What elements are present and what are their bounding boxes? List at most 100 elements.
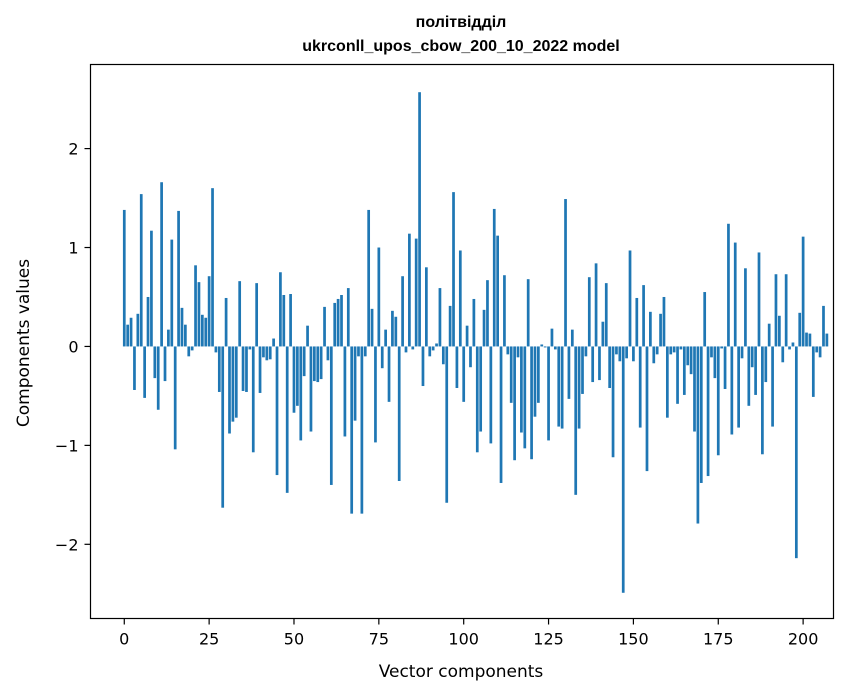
bar: [363, 346, 367, 357]
bar: [387, 346, 391, 402]
bar: [391, 310, 394, 347]
bar: [421, 346, 425, 387]
bar: [319, 346, 323, 380]
bar: [652, 346, 656, 364]
bar: [458, 250, 462, 347]
bar: [357, 346, 360, 357]
bar: [323, 306, 326, 347]
bar: [499, 346, 503, 483]
bar: [370, 308, 374, 347]
bar: [465, 325, 469, 347]
bar: [716, 346, 720, 456]
bar: [326, 346, 330, 361]
bar: [733, 242, 737, 347]
bar: [445, 346, 449, 503]
bar: [791, 342, 795, 347]
bar: [340, 295, 343, 347]
bar: [425, 267, 428, 347]
bar: [296, 346, 299, 406]
bar: [441, 346, 445, 365]
bar: [676, 346, 679, 404]
bar: [234, 346, 238, 418]
bar: [255, 283, 259, 347]
bar: [523, 346, 527, 449]
y-tick-label: 0: [68, 337, 78, 356]
bar: [279, 272, 282, 347]
bar: [217, 346, 221, 392]
bar: [679, 346, 683, 350]
bar: [696, 346, 700, 524]
bar: [699, 346, 703, 483]
bar: [662, 296, 666, 347]
bar: [482, 309, 486, 347]
bar: [574, 346, 578, 495]
bar: [245, 346, 248, 392]
bar: [757, 252, 761, 347]
bar: [669, 346, 673, 355]
bar: [723, 346, 727, 389]
y-tick-label: 1: [68, 239, 78, 258]
bar: [540, 344, 544, 347]
bar: [713, 346, 717, 379]
bar: [737, 346, 740, 428]
bar: [621, 346, 625, 593]
bar: [129, 317, 133, 347]
bar: [567, 346, 571, 399]
bar: [557, 346, 561, 427]
bar: [594, 263, 598, 347]
bar: [727, 223, 730, 347]
bar: [533, 346, 537, 417]
bar: [686, 346, 690, 366]
bar: [231, 346, 235, 422]
bar: [190, 346, 194, 351]
bar: [299, 346, 303, 441]
bar: [805, 332, 808, 347]
bar: [509, 346, 513, 403]
bar: [530, 346, 533, 460]
bar: [153, 346, 157, 379]
bar: [316, 346, 320, 383]
bar: [747, 346, 751, 406]
bar: [221, 346, 225, 508]
x-tick-label: 175: [703, 630, 734, 649]
bar: [761, 346, 764, 455]
bar: [564, 199, 567, 347]
bar: [146, 296, 150, 347]
bar: [591, 346, 595, 383]
bar: [496, 235, 499, 347]
bar: [710, 346, 713, 358]
bar: [689, 346, 693, 375]
x-tick-label: 25: [199, 630, 219, 649]
bar: [384, 329, 387, 347]
bar: [811, 346, 815, 397]
bar: [615, 346, 618, 355]
bar: [197, 282, 201, 347]
bar: [513, 346, 516, 461]
bar: [126, 324, 130, 347]
bar: [608, 346, 612, 388]
bar: [414, 238, 418, 347]
bar: [143, 346, 146, 398]
bar: [367, 209, 371, 347]
bar: [187, 346, 191, 357]
bar: [486, 280, 489, 347]
bar: [543, 346, 547, 348]
bar: [343, 346, 347, 437]
bar: [184, 324, 187, 347]
bar: [211, 188, 214, 347]
bar: [275, 346, 279, 476]
bar: [815, 346, 819, 353]
x-tick-label: 150: [618, 630, 649, 649]
bar: [601, 321, 605, 347]
bar: [706, 346, 710, 477]
bar: [808, 333, 812, 347]
bar: [268, 346, 272, 360]
bar: [801, 236, 805, 347]
bar: [360, 346, 364, 514]
bar: [139, 194, 143, 347]
bar: [350, 346, 354, 514]
bar: [604, 283, 608, 347]
bar: [438, 288, 442, 347]
bar: [516, 346, 520, 358]
y-tick-label: −1: [55, 436, 79, 455]
